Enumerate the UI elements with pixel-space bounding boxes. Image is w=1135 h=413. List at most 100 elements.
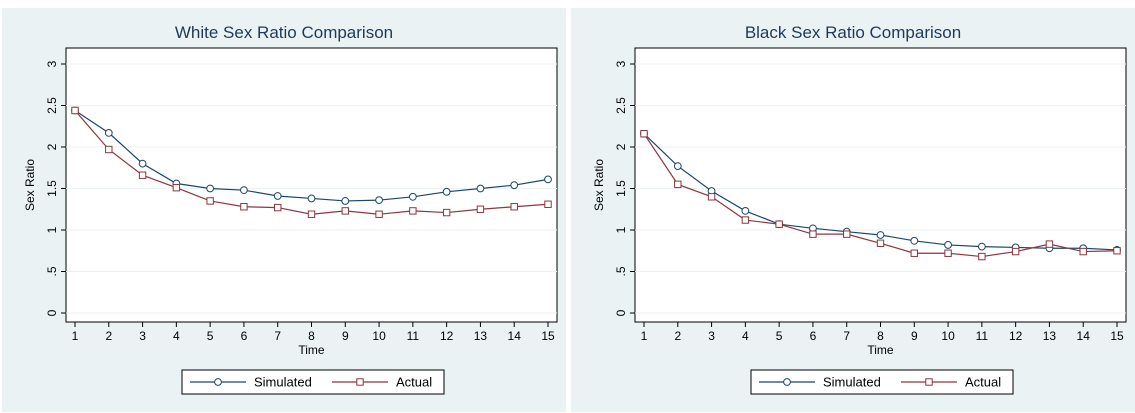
data-point-actual bbox=[206, 197, 214, 205]
data-point-actual bbox=[409, 207, 417, 215]
y-tick-label: .5 bbox=[614, 266, 628, 276]
data-point-simulated bbox=[510, 181, 519, 190]
data-point-simulated bbox=[442, 187, 451, 196]
y-tick-label: 3 bbox=[45, 60, 59, 67]
data-point-actual bbox=[442, 208, 451, 217]
x-tick-label: 11 bbox=[407, 329, 420, 343]
x-tick-label: 12 bbox=[440, 329, 454, 343]
data-point-simulated bbox=[910, 236, 919, 245]
data-point-simulated bbox=[408, 192, 417, 201]
x-axis-title: Time bbox=[298, 343, 325, 357]
plot-area bbox=[65, 47, 558, 323]
y-tick-label: 1 bbox=[45, 226, 59, 233]
legend-marker-square bbox=[925, 378, 933, 386]
data-point-actual bbox=[944, 249, 952, 257]
y-tick-label: 3 bbox=[614, 60, 628, 67]
legend-box bbox=[750, 369, 1014, 395]
data-point-simulated bbox=[240, 186, 248, 195]
legend-label-simulated: Simulated bbox=[823, 375, 881, 390]
x-tick-label: 14 bbox=[508, 329, 522, 343]
plot-area bbox=[634, 47, 1127, 323]
data-point-actual bbox=[105, 145, 113, 154]
legend-label-simulated: Simulated bbox=[254, 375, 312, 390]
y-tick-label: 2.5 bbox=[45, 97, 59, 114]
x-tick-label: 5 bbox=[776, 329, 783, 343]
data-point-actual bbox=[707, 193, 716, 201]
data-point-actual bbox=[876, 239, 885, 247]
y-axis-title: Sex Ratio bbox=[592, 159, 606, 211]
x-tick-label: 1 bbox=[72, 329, 79, 343]
legend-label-actual: Actual bbox=[965, 375, 1001, 390]
y-axis-title: Sex Ratio bbox=[23, 159, 37, 211]
white-chart-panel: White Sex Ratio Comparison 0.5 1 1.5 2 2.5 3 1 2… bbox=[2, 8, 566, 412]
x-tick-label: 11 bbox=[976, 329, 989, 343]
x-tick-label: 4 bbox=[173, 329, 180, 343]
x-tick-label: 6 bbox=[810, 329, 817, 343]
data-point-simulated bbox=[206, 184, 215, 193]
x-tick-label: 8 bbox=[877, 329, 884, 343]
x-tick-label: 10 bbox=[941, 329, 955, 343]
chart-title: Black Sex Ratio Comparison bbox=[745, 23, 961, 42]
x-tick-label: 15 bbox=[541, 329, 555, 343]
data-point-simulated bbox=[307, 194, 316, 203]
data-point-actual bbox=[640, 130, 648, 138]
data-point-actual bbox=[510, 203, 518, 211]
legend-marker-square bbox=[356, 378, 364, 386]
data-point-simulated bbox=[876, 231, 885, 239]
data-point-actual bbox=[978, 252, 986, 261]
x-tick-label: 9 bbox=[911, 329, 918, 343]
y-tick-label: 2.5 bbox=[614, 97, 628, 114]
y-tick-label: 1.5 bbox=[45, 180, 59, 197]
y-tick-label: 2 bbox=[614, 143, 628, 150]
x-tick-label: 4 bbox=[742, 329, 749, 343]
data-point-simulated bbox=[544, 175, 552, 184]
data-point-actual bbox=[775, 220, 783, 228]
data-point-actual bbox=[138, 171, 147, 179]
data-point-actual bbox=[1113, 247, 1121, 255]
legend: Simulated Actual bbox=[750, 369, 1014, 395]
data-point-actual bbox=[809, 230, 817, 238]
x-tick-label: 3 bbox=[139, 329, 146, 343]
data-point-actual bbox=[1045, 240, 1054, 248]
data-point-simulated bbox=[138, 159, 147, 168]
y-tick-label: 1 bbox=[614, 226, 628, 233]
x-tick-label: 8 bbox=[308, 329, 315, 343]
x-tick-label: 7 bbox=[843, 329, 850, 343]
y-tick-label: 2 bbox=[45, 143, 59, 150]
x-tick-label: 2 bbox=[105, 329, 112, 343]
x-tick-label: 13 bbox=[1043, 329, 1057, 343]
data-point-simulated bbox=[476, 184, 485, 193]
x-tick-label: 10 bbox=[372, 329, 386, 343]
data-point-simulated bbox=[375, 196, 383, 205]
data-point-actual bbox=[375, 210, 383, 218]
data-point-simulated bbox=[944, 241, 952, 249]
black-chart-panel: Black Sex Ratio Comparison 0 .5 1 1.5 2 2.5 3 1 2… bbox=[571, 8, 1135, 412]
data-point-actual bbox=[1079, 247, 1087, 256]
data-point-simulated bbox=[673, 162, 682, 170]
data-point-actual bbox=[674, 180, 682, 189]
x-tick-label: 14 bbox=[1077, 329, 1091, 343]
x-tick-label: 13 bbox=[474, 329, 488, 343]
legend-label-actual: Actual bbox=[396, 375, 432, 390]
x-tick-label: 5 bbox=[207, 329, 214, 343]
data-point-actual bbox=[307, 210, 316, 218]
y-tick-label: 1.5 bbox=[614, 180, 628, 197]
data-point-actual bbox=[240, 203, 248, 211]
legend-marker-circle bbox=[214, 378, 222, 386]
chart-title: White Sex Ratio Comparison bbox=[175, 23, 393, 42]
x-tick-label: 2 bbox=[674, 329, 681, 343]
data-point-actual bbox=[341, 207, 349, 215]
x-tick-label: 3 bbox=[708, 329, 715, 343]
data-point-actual bbox=[544, 200, 552, 208]
data-point-simulated bbox=[741, 207, 750, 215]
legend-marker-circle bbox=[783, 378, 791, 386]
x-tick-label: 6 bbox=[241, 329, 248, 343]
data-point-actual bbox=[910, 249, 918, 257]
data-point-simulated bbox=[273, 192, 282, 200]
x-tick-label: 12 bbox=[1009, 329, 1023, 343]
y-tick-label: 0 bbox=[614, 309, 628, 316]
x-axis-title: Time bbox=[867, 343, 894, 357]
data-point-actual bbox=[843, 230, 851, 238]
